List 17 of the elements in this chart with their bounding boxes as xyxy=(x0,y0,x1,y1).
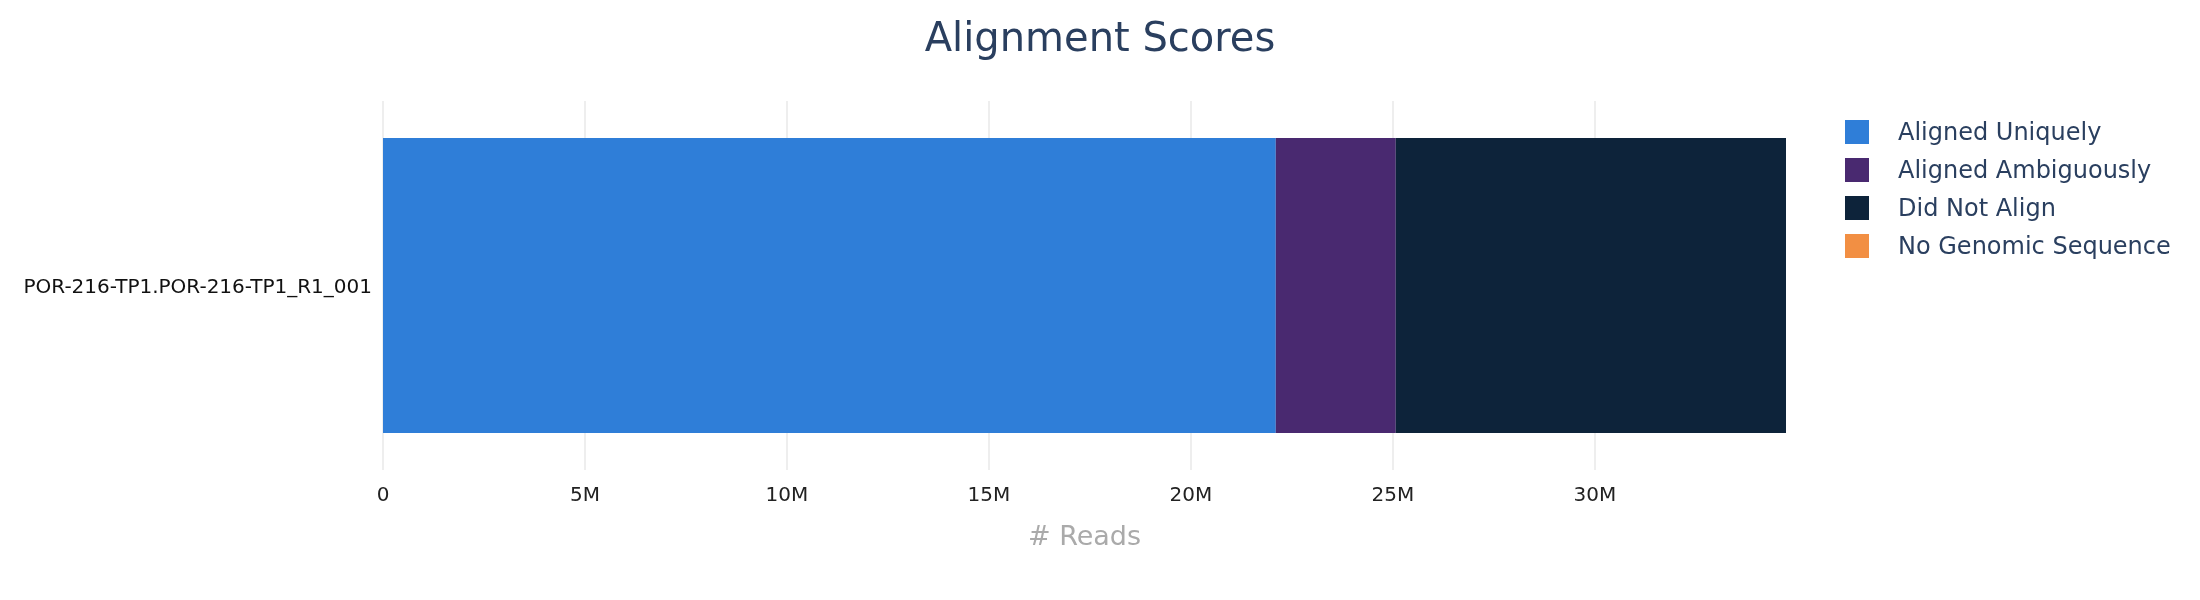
bar xyxy=(383,137,1276,434)
legend-label: Did Not Align xyxy=(1898,194,2056,222)
legend-label: Aligned Ambiguously xyxy=(1898,156,2152,184)
x-tick-label: 30M xyxy=(1573,482,1617,506)
chart-title: Alignment Scores xyxy=(924,14,1276,60)
x-tick-label: 5M xyxy=(569,482,600,506)
x-axis-title: # Reads xyxy=(1027,520,1142,551)
x-tick-label: 10M xyxy=(765,482,809,506)
bar xyxy=(1275,137,1396,434)
x-tick-label: 25M xyxy=(1371,482,1415,506)
bar xyxy=(1395,137,1786,434)
x-tick-label: 20M xyxy=(1169,482,1213,506)
x-tick-label: 15M xyxy=(967,482,1011,506)
legend-label: Aligned Uniquely xyxy=(1898,118,2102,146)
y-tick-label: POR-216-TP1.POR-216-TP1_R1_001 xyxy=(23,273,372,298)
legend-label: No Genomic Sequence xyxy=(1898,232,2171,260)
x-tick-label: 0 xyxy=(376,482,390,506)
